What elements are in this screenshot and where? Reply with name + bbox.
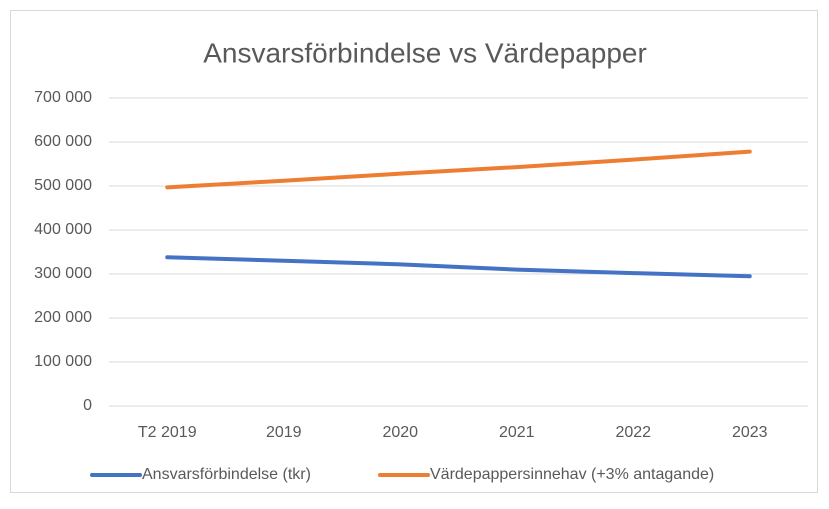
- chart-border: [10, 10, 818, 493]
- x-tick-label: T2 2019: [138, 424, 197, 441]
- x-tick-label: 2023: [732, 424, 768, 441]
- y-tick-label: 0: [83, 397, 92, 414]
- y-tick-label: 200 000: [34, 309, 92, 326]
- x-tick-label: 2020: [382, 424, 418, 441]
- legend-label: Ansvarsförbindelse (tkr): [142, 466, 311, 483]
- y-tick-label: 600 000: [34, 133, 92, 150]
- x-tick-label: 2021: [499, 424, 535, 441]
- series-line: [165, 149, 752, 190]
- x-tick-label: 2022: [615, 424, 651, 441]
- y-tick-label: 300 000: [34, 265, 92, 282]
- legend-label: Värdepappersinnehav (+3% antagande): [430, 466, 714, 483]
- chart-title: Ansvarsförbindelse vs Värdepapper: [203, 37, 647, 68]
- x-tick-label: 2019: [266, 424, 302, 441]
- y-tick-label: 400 000: [34, 221, 92, 238]
- y-tick-label: 100 000: [34, 353, 92, 370]
- y-tick-label: 700 000: [34, 89, 92, 106]
- y-tick-label: 500 000: [34, 177, 92, 194]
- series-line: [165, 255, 752, 279]
